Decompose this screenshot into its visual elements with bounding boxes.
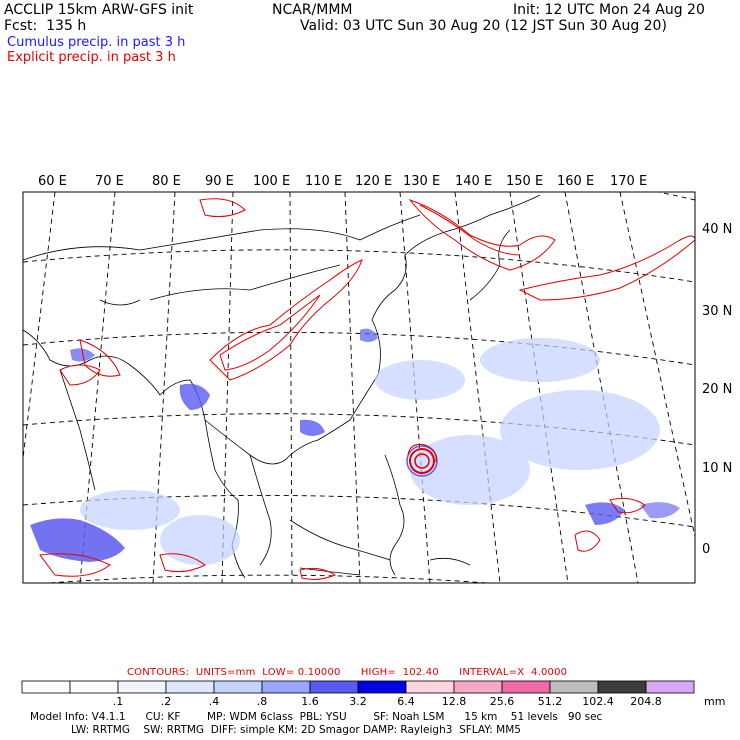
model-info-line1: Model Info: V4.1.1 CU: KF MP: WDM 6class…	[30, 711, 603, 723]
explicit-legend: Explicit precip. in past 3 h	[7, 50, 176, 65]
typhoon-spiral	[406, 443, 438, 477]
lon-labels: 60 E 70 E 80 E 90 E 100 E 110 E 120 E 13…	[38, 174, 647, 189]
cumulus-precip-areas	[30, 328, 680, 562]
cumulus-legend: Cumulus precip. in past 3 h	[7, 35, 186, 50]
colorbar-unit: mm	[704, 695, 725, 708]
lon-label-70e: 70 E	[95, 174, 124, 189]
colorbar-cell	[117, 680, 167, 694]
colorbar-cell	[165, 680, 215, 694]
colorbar-tick-label: 3.2	[349, 695, 367, 708]
lon-label-80e: 80 E	[152, 174, 181, 189]
lat-labels: 40 N 30 N 20 N 10 N 0	[702, 222, 732, 557]
contour-info: CONTOURS: UNITS=mm LOW= 0.10000 HIGH= 10…	[127, 667, 568, 678]
colorbar-tick-label: 1.6	[301, 695, 319, 708]
lon-label-60e: 60 E	[38, 174, 67, 189]
model-info-line2: LW: RRTMG SW: RRTMG DIFF: simple KM: 2D …	[71, 724, 521, 736]
colorbar-cell	[357, 680, 407, 694]
lon-label-120e: 120 E	[355, 174, 392, 189]
lat-label-0: 0	[702, 542, 710, 557]
center-label: NCAR/MMM	[272, 2, 353, 18]
colorbar-tick-label: 6.4	[397, 695, 415, 708]
colorbar-tick-label: 12.8	[442, 695, 467, 708]
colorbar-cell	[549, 680, 599, 694]
lon-label-100e: 100 E	[253, 174, 290, 189]
valid-time: Valid: 03 UTC Sun 30 Aug 20 (12 JST Sun …	[300, 18, 667, 34]
colorbar-cell	[213, 680, 263, 694]
lat-label-20n: 20 N	[702, 382, 732, 397]
colorbar-tick-label: .8	[257, 695, 268, 708]
lon-label-170e: 170 E	[610, 174, 647, 189]
lon-label-140e: 140 E	[455, 174, 492, 189]
init-time: Init: 12 UTC Mon 24 Aug 20	[513, 2, 705, 18]
lat-label-10n: 10 N	[702, 461, 732, 476]
colorbar-cell	[453, 680, 503, 694]
colorbar-tick-label: .4	[209, 695, 220, 708]
coastlines	[23, 194, 541, 579]
model-title: ACCLIP 15km ARW-GFS init	[4, 2, 194, 18]
colorbar-cell	[309, 680, 359, 694]
colorbar-tick-label: 102.4	[582, 695, 614, 708]
colorbar-cell	[501, 680, 551, 694]
lon-label-130e: 130 E	[403, 174, 440, 189]
lon-label-90e: 90 E	[205, 174, 234, 189]
colorbar-cell	[597, 680, 647, 694]
colorbar-tick-label: .2	[161, 695, 172, 708]
colorbar-cell	[645, 680, 695, 694]
map-frame	[22, 191, 696, 584]
lat-label-40n: 40 N	[702, 222, 732, 237]
colorbar-tick-label: 51.2	[538, 695, 563, 708]
colorbar-cell	[21, 680, 71, 694]
precip-colorbar: .1 .2 .4 .8 1.6 3.2 6.4 12.8 25.6 51.2 102.4 204.8 m…	[21, 680, 725, 708]
light-precip-areas	[80, 338, 660, 565]
forecast-hour: Fcst: 135 h	[4, 18, 87, 34]
colorbar-cell	[69, 680, 119, 694]
lon-label-160e: 160 E	[557, 174, 594, 189]
lon-label-150e: 150 E	[506, 174, 543, 189]
lon-label-110e: 110 E	[305, 174, 342, 189]
colorbar-cell	[261, 680, 311, 694]
colorbar-tick-label: .1	[113, 695, 124, 708]
colorbar-tick-label: 25.6	[490, 695, 515, 708]
colorbar-cell	[405, 680, 455, 694]
explicit-precip-contours	[39, 198, 695, 580]
map-content	[23, 192, 695, 583]
colorbar-tick-label: 204.8	[630, 695, 662, 708]
lat-label-30n: 30 N	[702, 304, 732, 319]
